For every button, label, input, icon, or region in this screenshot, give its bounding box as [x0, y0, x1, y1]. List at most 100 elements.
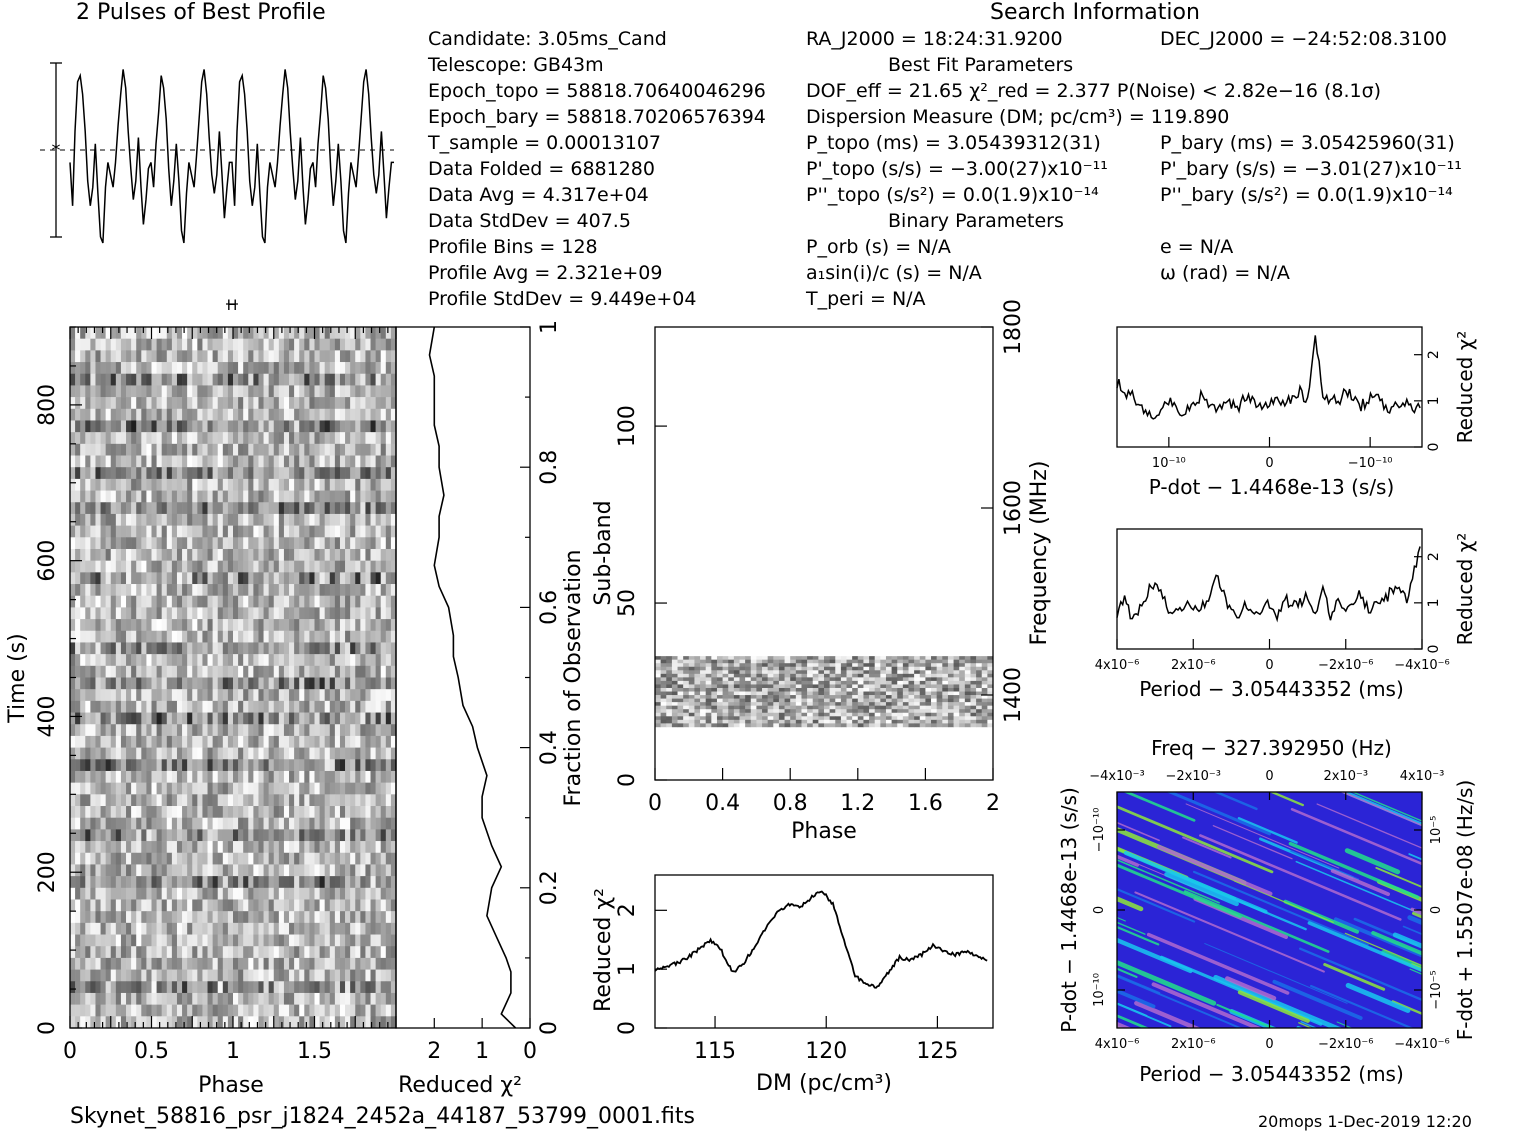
time-phase-cell: [375, 665, 382, 678]
subband-cell: [891, 702, 898, 706]
time-phase-cell: [217, 864, 224, 877]
time-phase-cell: [176, 490, 183, 503]
subband-cell: [722, 687, 729, 692]
subband-cell: [936, 698, 943, 703]
time-phase-cell: [227, 677, 234, 690]
time-phase-cell: [253, 876, 259, 889]
fraction-axis-label: Fraction of Observation: [561, 550, 586, 807]
time-phase-cell: [319, 607, 325, 620]
subband-cell: [818, 663, 825, 668]
time-phase-cell: [187, 946, 193, 959]
time-phase-cell: [375, 946, 382, 959]
subband-cell: [981, 709, 988, 714]
time-phase-cell: [151, 899, 157, 912]
time-phase-cell: [283, 829, 290, 842]
time-phase-cell: [339, 432, 346, 445]
time-phase-cell: [166, 841, 173, 854]
time-phase-cell: [80, 560, 86, 573]
time-phase-cell: [370, 700, 376, 713]
time-phase-cell: [192, 759, 198, 772]
subband-cell: [959, 680, 966, 685]
subband-cell: [790, 680, 797, 685]
subband-cell: [812, 670, 819, 675]
time-phase-cell: [182, 408, 188, 421]
time-phase-cell: [289, 350, 295, 363]
time-phase-cell: [110, 700, 117, 713]
subband-cell: [942, 656, 949, 660]
subband-cell: [683, 702, 690, 706]
subband-cell: [908, 705, 915, 710]
subband-cell: [829, 656, 836, 660]
time-phase-cell: [390, 946, 397, 959]
time-phase-cell: [294, 981, 300, 994]
subband-cell: [784, 684, 791, 689]
fraction-tick-label: 0.6: [537, 590, 562, 625]
time-phase-cell: [248, 420, 254, 433]
time-phase-cell: [294, 724, 300, 737]
time-phase-cell: [212, 759, 219, 772]
time-phase-cell: [141, 478, 147, 491]
subband-cell: [790, 684, 797, 689]
time-phase-cell: [197, 502, 203, 515]
time-phase-cell: [217, 852, 224, 865]
time-phase-cell: [294, 876, 300, 889]
subband-cell: [700, 680, 706, 685]
time-phase-cell: [141, 548, 147, 561]
time-phase-cell: [120, 362, 127, 375]
subband-cell: [677, 656, 684, 660]
time-phase-cell: [136, 654, 142, 667]
time-phase-cell: [299, 467, 305, 480]
subband-cell: [914, 698, 921, 703]
subband-cell: [700, 666, 706, 671]
time-phase-cell: [156, 887, 162, 900]
time-phase-cell: [95, 712, 101, 725]
time-phase-cell: [334, 560, 341, 573]
time-phase-cell: [70, 548, 76, 561]
time-phase-ytick-label: 600: [35, 540, 60, 582]
time-phase-cell: [375, 338, 382, 351]
time-phase-cell: [227, 373, 234, 386]
time-phase-cell: [375, 992, 382, 1005]
time-phase-cell: [207, 490, 213, 503]
time-phase-cell: [268, 502, 275, 515]
time-phase-cell: [248, 490, 254, 503]
time-phase-cell: [166, 432, 173, 445]
time-phase-cell: [136, 946, 142, 959]
time-phase-cell: [227, 630, 234, 643]
subband-cell: [885, 695, 892, 699]
time-phase-cell: [263, 946, 269, 959]
subband-cell: [795, 659, 802, 664]
time-phase-cell: [385, 981, 392, 994]
subband-cell: [981, 687, 988, 692]
subband-cell: [869, 687, 875, 692]
time-phase-cell: [120, 490, 127, 503]
time-phase-cell: [110, 560, 117, 573]
time-phase-cell: [304, 969, 310, 982]
time-phase-cell: [161, 630, 168, 643]
time-phase-cell: [176, 432, 183, 445]
time-phase-cell: [233, 922, 239, 935]
subband-cell: [722, 680, 729, 685]
time-phase-cell: [95, 595, 101, 608]
subband-cell: [976, 687, 983, 692]
time-phase-cell: [131, 572, 137, 585]
subband-cell: [936, 680, 943, 685]
time-phase-cell: [324, 548, 331, 561]
time-phase-cell: [197, 455, 203, 468]
fraction-tick-label: 1: [537, 320, 562, 334]
subband-cell: [987, 687, 994, 692]
time-phase-cell: [126, 1004, 132, 1017]
time-phase-cell: [355, 759, 361, 772]
time-phase-cell: [70, 362, 76, 375]
time-phase-cell: [161, 712, 168, 725]
time-phase-cell: [126, 408, 132, 421]
time-phase-cell: [233, 560, 239, 573]
time-phase-cell: [120, 408, 127, 421]
time-phase-cell: [105, 607, 112, 620]
time-phase-cell: [345, 619, 351, 632]
time-phase-cell: [80, 782, 86, 795]
time-phase-cell: [222, 420, 229, 433]
subband-cell: [835, 656, 842, 660]
time-phase-cell: [339, 525, 346, 538]
time-phase-cell: [192, 537, 198, 550]
